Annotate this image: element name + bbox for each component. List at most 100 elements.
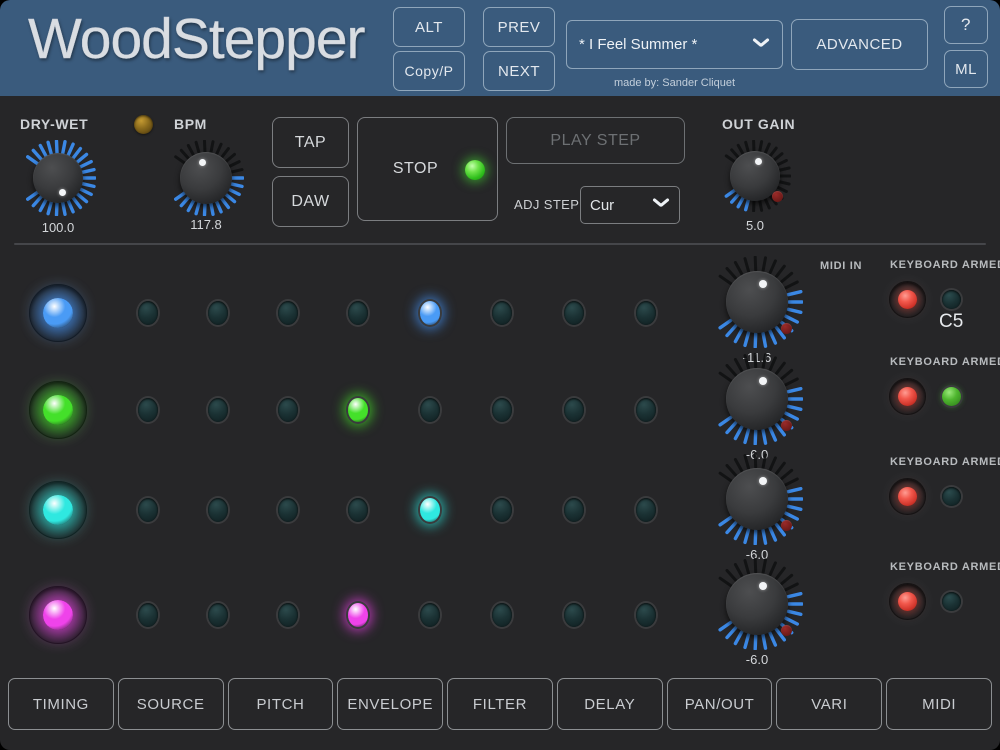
knob-pointer-dot: [758, 377, 767, 386]
keyboard-armed-label: KEYBOARD ARMED: [890, 259, 1000, 271]
knob-body[interactable]: [180, 152, 232, 204]
preset-dropdown[interactable]: * I Feel Summer *: [566, 20, 783, 69]
tab-filter[interactable]: FILTER: [447, 678, 553, 730]
adj-step-select[interactable]: Cur: [580, 186, 680, 224]
row-gain-knob[interactable]: [711, 453, 803, 545]
copy-paste-button[interactable]: Copy/P: [393, 51, 465, 91]
bpm-label: BPM: [174, 116, 207, 132]
tab-vari[interactable]: VARI: [776, 678, 883, 730]
midi-in-button[interactable]: [889, 478, 926, 515]
keyboard-armed-led[interactable]: [942, 290, 961, 309]
play-step-button[interactable]: PLAY STEP: [506, 117, 685, 164]
step-led[interactable]: [636, 498, 656, 522]
midi-in-button[interactable]: [889, 281, 926, 318]
knob-pointer-dot: [59, 188, 67, 196]
step-led[interactable]: [420, 398, 440, 422]
step-led[interactable]: [564, 398, 584, 422]
tab-delay[interactable]: DELAY: [556, 678, 663, 730]
step-led[interactable]: [278, 498, 298, 522]
drywet-value: 100.0: [41, 220, 75, 235]
knob-reset-dot[interactable]: [781, 420, 793, 432]
step-led[interactable]: [492, 301, 512, 325]
step-led[interactable]: [636, 398, 656, 422]
step-led[interactable]: [348, 301, 368, 325]
step-led[interactable]: [208, 398, 228, 422]
out-gain-knob[interactable]: [719, 140, 791, 212]
step-led[interactable]: [138, 498, 158, 522]
step-led[interactable]: [636, 301, 656, 325]
knob-reset-dot[interactable]: [781, 625, 793, 637]
knob-body[interactable]: [726, 468, 788, 530]
step-led[interactable]: [138, 603, 158, 627]
step-led[interactable]: [208, 301, 228, 325]
step-led[interactable]: [278, 398, 298, 422]
step-led[interactable]: [492, 603, 512, 627]
knob-pointer-dot: [758, 280, 767, 289]
keyboard-armed-led[interactable]: [942, 592, 961, 611]
knob-reset-dot[interactable]: [771, 190, 783, 202]
step-led[interactable]: [420, 301, 440, 325]
step-led[interactable]: [636, 603, 656, 627]
step-led[interactable]: [348, 398, 368, 422]
knob-body[interactable]: [726, 271, 788, 333]
credit-text: made by: Sander Cliquet: [613, 77, 736, 89]
chevron-down-icon: [752, 40, 770, 50]
knob-reset-dot[interactable]: [781, 520, 793, 532]
row-trigger-led[interactable]: [29, 381, 87, 439]
ml-button[interactable]: ML: [944, 50, 988, 88]
advanced-button[interactable]: ADVANCED: [791, 19, 928, 70]
step-led[interactable]: [492, 398, 512, 422]
step-led[interactable]: [208, 498, 228, 522]
row-trigger-led[interactable]: [29, 481, 87, 539]
row-trigger-led-lamp: [43, 395, 73, 425]
row-gain-knob[interactable]: [711, 353, 803, 445]
help-button[interactable]: ?: [944, 6, 988, 44]
midi-in-button[interactable]: [889, 583, 926, 620]
knob-reset-dot[interactable]: [781, 323, 793, 335]
tab-midi[interactable]: MIDI: [886, 678, 993, 730]
step-led[interactable]: [564, 301, 584, 325]
step-led[interactable]: [278, 603, 298, 627]
row-gain-knob[interactable]: [711, 558, 803, 650]
row-trigger-led[interactable]: [29, 586, 87, 644]
row-gain-value: -6.0: [745, 447, 769, 462]
transport-stop-button[interactable]: STOP: [357, 117, 498, 221]
adj-step-value: Cur: [590, 196, 615, 214]
tab-source[interactable]: SOURCE: [117, 678, 224, 730]
row-gain-knob[interactable]: [711, 256, 803, 348]
drywet-knob[interactable]: [20, 140, 96, 216]
alt-button[interactable]: ALT: [393, 7, 465, 47]
tab-pan-out[interactable]: PAN/OUT: [666, 678, 773, 730]
keyboard-armed-label: KEYBOARD ARMED: [890, 561, 1000, 573]
step-led[interactable]: [278, 301, 298, 325]
midi-in-button[interactable]: [889, 378, 926, 415]
tap-button[interactable]: TAP: [272, 117, 349, 168]
keyboard-armed-led[interactable]: [942, 487, 961, 506]
step-led[interactable]: [348, 603, 368, 627]
keyboard-armed-label: KEYBOARD ARMED: [890, 356, 1000, 368]
step-led[interactable]: [208, 603, 228, 627]
bpm-knob[interactable]: [168, 140, 244, 216]
row-trigger-led[interactable]: [29, 284, 87, 342]
next-preset-button[interactable]: NEXT: [483, 51, 555, 91]
keyboard-armed-led[interactable]: [942, 387, 961, 406]
tab-pitch[interactable]: PITCH: [227, 678, 334, 730]
header-bar: WoodStepper ALT Copy/P PREV NEXT * I Fee…: [0, 0, 1000, 96]
step-led[interactable]: [138, 301, 158, 325]
tab-timing[interactable]: TIMING: [8, 678, 114, 730]
step-led[interactable]: [420, 603, 440, 627]
step-led[interactable]: [420, 498, 440, 522]
midi-in-label: MIDI IN: [820, 260, 863, 272]
step-led[interactable]: [348, 498, 368, 522]
prev-preset-button[interactable]: PREV: [483, 7, 555, 47]
knob-body[interactable]: [726, 368, 788, 430]
step-led[interactable]: [564, 498, 584, 522]
daw-button[interactable]: DAW: [272, 176, 349, 227]
sequencer-row: [0, 360, 1000, 460]
knob-body[interactable]: [726, 573, 788, 635]
tab-envelope[interactable]: ENVELOPE: [337, 678, 444, 730]
step-led[interactable]: [564, 603, 584, 627]
knob-body[interactable]: [33, 153, 83, 203]
step-led[interactable]: [492, 498, 512, 522]
step-led[interactable]: [138, 398, 158, 422]
